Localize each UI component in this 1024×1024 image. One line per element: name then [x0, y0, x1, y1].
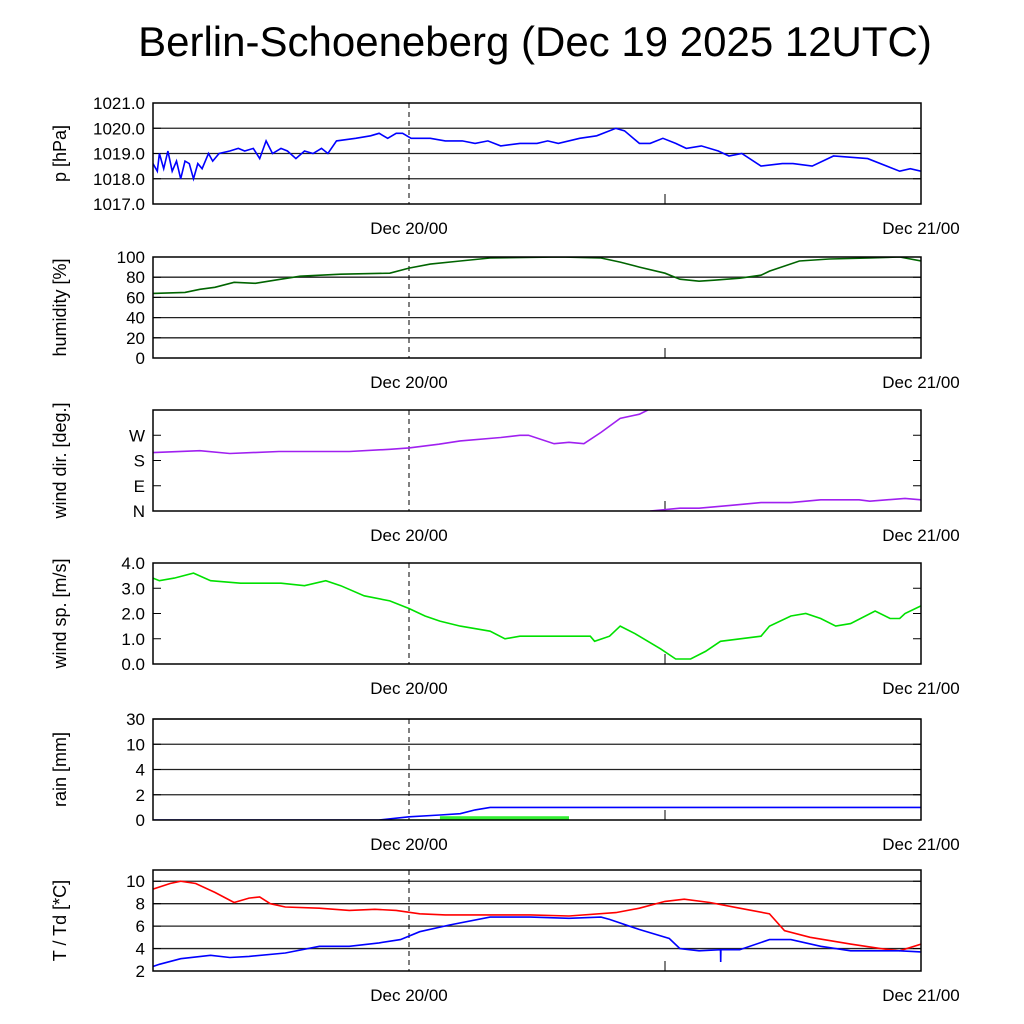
y-tick-label: 1020.0: [93, 119, 145, 138]
y-tick-label: 1017.0: [93, 195, 145, 214]
x-tick-label: Dec 20/00: [370, 373, 448, 392]
series-line-wind-direction-wrapped-: [650, 497, 921, 511]
plot-frame: [152, 102, 922, 205]
x-tick-label: Dec 21/00: [882, 679, 960, 698]
x-tick-label: Dec 20/00: [370, 679, 448, 698]
y-tick-label: 0: [136, 349, 145, 368]
y-tick-label: 0: [136, 811, 145, 830]
y-tick-label: 6: [136, 917, 145, 936]
y-tick-label: 40: [126, 309, 145, 328]
y-tick-label: 60: [126, 288, 145, 307]
x-tick-label: Dec 21/00: [882, 835, 960, 854]
x-tick-label: Dec 21/00: [882, 986, 960, 1005]
x-tick-label: Dec 20/00: [370, 219, 448, 238]
plot-frame: [152, 718, 922, 821]
y-tick-label: 3.0: [121, 579, 145, 598]
y-axis-label: rain [mm]: [50, 732, 70, 807]
y-tick-label: 1021.0: [93, 94, 145, 113]
series-line-dew-point: [153, 916, 921, 968]
series-line-humidity: [153, 257, 921, 295]
y-tick-label: 4: [136, 761, 145, 780]
plot-frame: [152, 409, 922, 512]
series-line-wind-speed: [153, 572, 921, 660]
y-tick-label: W: [129, 426, 145, 445]
y-axis-label: p [hPa]: [50, 125, 70, 182]
y-tick-label: 30: [126, 710, 145, 729]
y-tick-label: 80: [126, 268, 145, 287]
panel-4: 0 2 4 10 30 Dec 20/00 Dec 21/00 rain [mm]: [50, 710, 960, 854]
x-tick-label: Dec 20/00: [370, 986, 448, 1005]
x-tick-label: Dec 21/00: [882, 526, 960, 545]
y-tick-label: 100: [117, 248, 145, 267]
plot-frame: [152, 256, 922, 359]
chart-title: Berlin-Schoeneberg (Dec 19 2025 12UTC): [138, 18, 932, 65]
series-line-temperature: [153, 880, 921, 952]
y-tick-label: 2.0: [121, 605, 145, 624]
y-tick-label: 4.0: [121, 554, 145, 573]
panel-3: 0.0 1.0 2.0 3.0 4.0 Dec 20/00 Dec 21/00 wind sp…: [50, 554, 960, 698]
y-tick-label: 8: [136, 895, 145, 914]
y-tick-label: E: [134, 477, 145, 496]
panel-5: 2 4 6 8 10 Dec 20/00 Dec 21/00 T / Td [*C]: [50, 869, 960, 1005]
panel-0: 1017.0 1018.0 1019.0 1020.0 1021.0 Dec 20/00 D…: [50, 94, 960, 238]
x-tick-label: Dec 21/00: [882, 219, 960, 238]
y-tick-label: 10: [126, 872, 145, 891]
x-tick-label: Dec 21/00: [882, 373, 960, 392]
y-tick-label: 1019.0: [93, 145, 145, 164]
series-line-wind-direction: [153, 410, 649, 455]
y-axis-label: wind dir. [deg.]: [50, 402, 70, 519]
y-tick-label: S: [134, 452, 145, 471]
y-tick-label: 1018.0: [93, 170, 145, 189]
y-tick-label: 2: [136, 962, 145, 981]
y-tick-label: N: [133, 502, 145, 521]
plot-frame: [152, 562, 922, 665]
y-axis-label: wind sp. [m/s]: [50, 558, 70, 669]
y-axis-label: T / Td [*C]: [50, 880, 70, 961]
plot-frame: [152, 869, 922, 972]
series-line-pressure: [153, 127, 921, 182]
y-tick-label: 20: [126, 329, 145, 348]
x-tick-label: Dec 20/00: [370, 526, 448, 545]
y-tick-label: 0.0: [121, 655, 145, 674]
y-tick-label: 4: [136, 940, 145, 959]
y-axis-label: humidity [%]: [50, 258, 70, 356]
rain-bar: [439, 816, 569, 820]
y-tick-label: 2: [136, 786, 145, 805]
y-tick-label: 10: [126, 735, 145, 754]
x-tick-label: Dec 20/00: [370, 835, 448, 854]
y-tick-label: 1.0: [121, 630, 145, 649]
